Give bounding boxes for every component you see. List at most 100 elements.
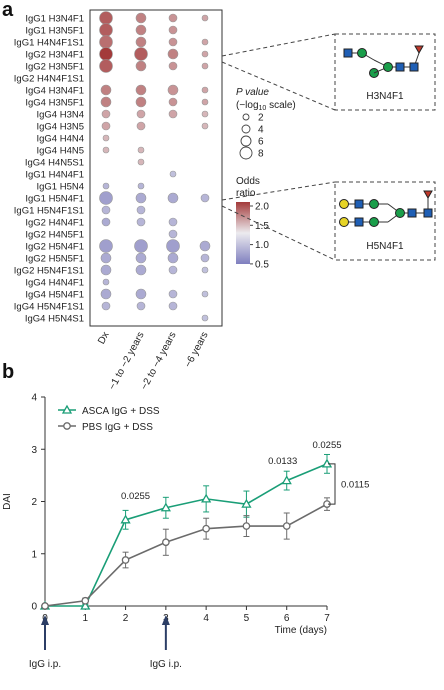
glycan-dot — [168, 109, 178, 119]
glycan-dot — [134, 47, 148, 61]
glycan-dot — [201, 50, 209, 58]
glycan-dot — [201, 290, 209, 298]
glycan-label: IgG4 H5N4F1 — [25, 290, 84, 301]
odds-ratio-tick: 1.0 — [255, 240, 269, 251]
glycan-dot — [168, 301, 178, 311]
glycan-dot — [134, 239, 148, 253]
glycan-label: IgG4 H3N4 — [36, 110, 84, 121]
y-tick-label: 1 — [31, 549, 37, 560]
timepoint-label: −2 to −4 years — [139, 330, 179, 392]
glycan-label: IgG2 H4N5F1 — [25, 230, 84, 241]
odds-ratio-tick: 2.0 — [255, 202, 269, 213]
odds-ratio-colorbar — [236, 202, 250, 264]
y-tick-label: 4 — [31, 393, 37, 404]
glycan-dot — [200, 253, 210, 263]
glycan-label: IgG1 H3N5F1 — [25, 26, 84, 37]
glycan-label: IgG4 H3N4F1 — [25, 86, 84, 97]
glycan-label: IgG2 H3N5F1 — [25, 62, 84, 73]
mannose-icon — [369, 217, 379, 227]
arrow-head-icon — [161, 615, 170, 625]
glycan-dot — [99, 239, 113, 253]
injection-label: IgG i.p. — [150, 659, 182, 670]
panel-a-label: a — [2, 0, 14, 21]
glycan-dot — [136, 205, 146, 215]
panel-b-label: b — [2, 361, 14, 383]
glycan-dot — [101, 121, 111, 131]
data-point — [241, 498, 252, 508]
significance-bracket — [328, 463, 336, 505]
odds-ratio-title-2: ratio — [236, 188, 256, 199]
glycan-box-label: H3N4F1 — [366, 91, 404, 102]
glycan-dot — [201, 86, 209, 94]
glycan-box-h5n4f1: H5N4F1 — [221, 181, 436, 261]
data-point — [282, 522, 291, 530]
galactose-icon — [339, 199, 349, 209]
glcnac-icon — [354, 217, 364, 227]
glycan-dot — [135, 24, 147, 36]
pvalue-size-label: 6 — [258, 137, 264, 148]
pvalue-size-marker — [239, 146, 253, 160]
pvalue-annotation: 0.0115 — [341, 479, 369, 490]
odds-ratio-tick: 1.5 — [255, 221, 269, 232]
fucose-icon — [423, 190, 433, 200]
glycan-dot — [99, 59, 113, 73]
glcnac-icon — [343, 48, 353, 58]
glycan-dot — [101, 301, 111, 311]
glycan-dot — [168, 13, 178, 23]
glycan-label: IgG4 H5N4F1S1 — [14, 302, 84, 313]
timepoint-label: −6 years — [183, 330, 211, 369]
pvalue-legend-title: P value — [236, 87, 269, 98]
glycan-dot — [166, 239, 180, 253]
dot-grid — [99, 11, 211, 322]
dai-line-chart: 0123401234567DAITime (days)ASCA IgG + DS… — [2, 393, 369, 671]
glycan-dot — [168, 265, 178, 275]
glycan-dot — [137, 146, 145, 154]
glycan-box-h3n4f1: H3N4F1 — [221, 33, 436, 111]
glycan-dot — [168, 229, 178, 239]
glycan-dot — [99, 191, 113, 205]
glycan-dot — [167, 192, 179, 204]
timepoint-labels: Dx−1 to −2 years−2 to −4 years −6 years — [96, 330, 210, 392]
svg-text:(−log10 scale): (−log10 scale) — [236, 100, 296, 112]
pvalue-size-marker — [241, 124, 251, 134]
glcnac-icon — [409, 62, 419, 72]
glycan-dot — [168, 217, 178, 227]
data-point — [201, 493, 212, 503]
glycan-dot — [136, 109, 146, 119]
glycan-dot — [135, 12, 147, 24]
galactose-icon — [339, 217, 349, 227]
series-line — [44, 503, 328, 607]
glcnac-icon — [407, 208, 417, 218]
glycan-dot — [101, 109, 111, 119]
y-tick-label: 2 — [31, 497, 37, 508]
dot-plot-frame — [89, 9, 223, 327]
x-tick-label: 1 — [83, 613, 89, 624]
data-point — [160, 502, 171, 512]
fucose-icon — [414, 45, 424, 55]
glycan-dot — [201, 122, 209, 130]
x-tick-label: 5 — [244, 613, 250, 624]
glycan-label: IgG4 H4N4F1 — [25, 278, 84, 289]
x-tick-label: 7 — [324, 613, 330, 624]
arrow-head-icon — [41, 615, 49, 625]
glycan-dot — [137, 182, 145, 190]
mannose-icon — [383, 62, 393, 72]
series-line — [45, 463, 328, 607]
mannose-icon — [357, 48, 367, 58]
x-tick-label: 2 — [123, 613, 129, 624]
glycan-dot — [135, 84, 147, 96]
pvalue-size-marker — [240, 135, 252, 147]
glycan-label: IgG1 H4N4F1 — [25, 170, 84, 181]
data-point — [202, 524, 210, 533]
glcnac-icon — [395, 62, 405, 72]
timepoint-label: Dx — [96, 330, 111, 346]
x-axis-title: Time (days) — [275, 625, 327, 636]
glycan-dot — [100, 252, 112, 264]
glycan-label: IgG2 H5N4F1S1 — [14, 266, 84, 277]
glycan-dot — [168, 61, 178, 71]
y-tick-label: 0 — [31, 602, 37, 613]
glycan-dot — [167, 48, 179, 60]
pvalue-size-label: 2 — [258, 113, 264, 124]
